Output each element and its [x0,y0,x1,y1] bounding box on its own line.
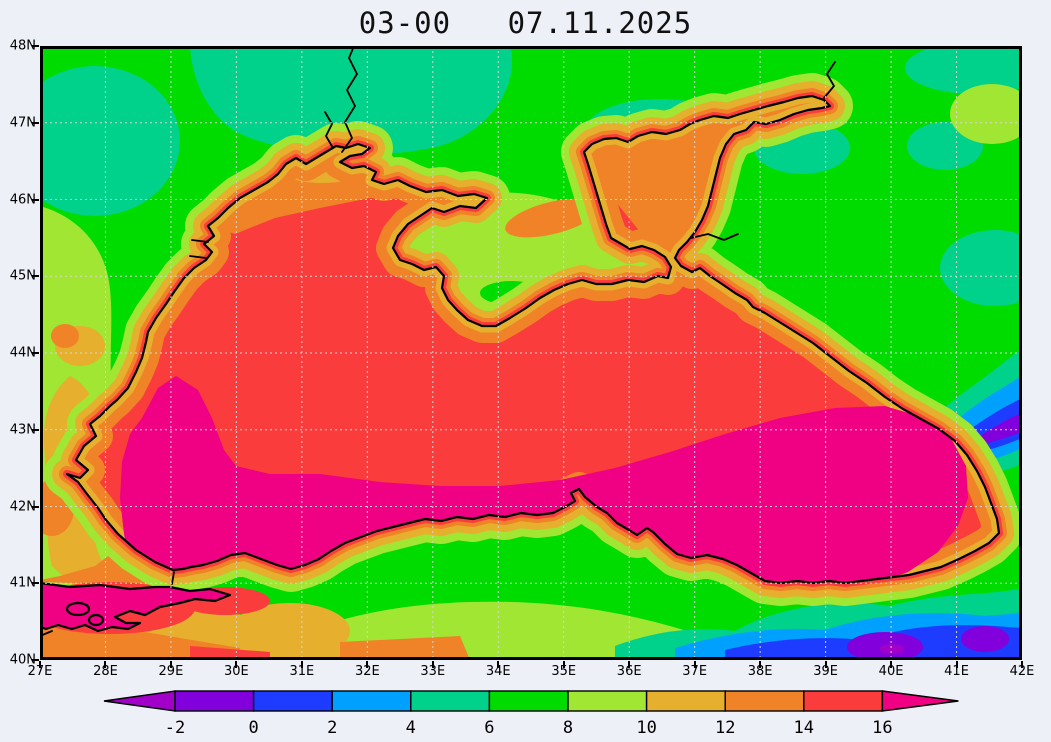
x-tick-mark [104,661,107,668]
colorbar-band [645,690,726,712]
x-tick-mark [169,661,172,668]
colorbar-under-arrow [103,690,176,712]
colorbar-band [410,690,491,712]
kuban-river [690,233,739,241]
bosporus-strait [171,571,175,585]
title-date: 07.11.2025 [507,6,693,40]
colorbar-label: 8 [563,718,573,738]
x-tick-label: 34E [485,664,511,679]
x-tick-mark [1021,661,1023,668]
colorbar-band [174,690,255,712]
sea-hot-core [120,376,968,583]
colorbar-label: 6 [484,718,494,738]
y-tick-mark [32,198,39,201]
y-tick-mark [32,352,39,354]
colorbar-label: 16 [872,718,892,738]
x-tick-label: 27E [27,664,53,679]
y-tick-mark [32,121,39,124]
y-tick-mark [32,275,39,278]
marmara-island-small [87,613,105,627]
plot-frame-border [40,46,1022,660]
x-tick-mark [955,661,958,668]
y-tick-mark [32,428,39,431]
colorbar-label: 2 [327,718,337,738]
colorbar-band [724,690,805,712]
marmara-island [65,601,91,617]
x-tick-label: 41E [944,664,969,679]
colorbar-band [488,690,569,712]
don-river [823,61,836,99]
y-tick-mark [32,505,39,508]
y-tick-label: 41N [9,575,36,591]
x-tick-mark [300,661,303,668]
colorbar-band [803,690,884,712]
x-tick-mark [562,661,565,668]
x-tick-mark [890,661,893,668]
x-tick-label: 28E [93,664,118,679]
plot-title: 03-00 07.11.2025 [0,6,1051,40]
black-sea-temperature-map [10,42,1050,670]
x-tick-mark [39,661,41,668]
y-tick-label: 44N [9,345,36,361]
colorbar-band [252,690,333,712]
x-tick-label: 38E [747,664,773,679]
x-tick-mark [824,661,827,668]
x-tick-label: 33E [420,664,446,679]
y-tick-label: 48N [9,38,36,54]
y-tick-label: 45N [9,268,36,284]
y-tick-mark [32,659,39,661]
x-tick-mark [693,661,696,668]
x-tick-mark [366,661,369,668]
anatolia-cold-region [615,588,1022,662]
x-tick-label: 39E [813,664,838,679]
x-tick-label: 35E [551,664,577,679]
colorbar-over-arrow [881,690,959,712]
x-tick-mark [431,661,434,668]
colorbar-label: 0 [248,718,258,738]
colorbar-label: 4 [406,718,416,738]
colorbar-label: 14 [794,718,814,738]
x-tick-label: 37E [682,664,708,679]
y-tick-label: 42N [9,499,36,514]
title-time: 03-00 [358,6,452,40]
bug-river [324,111,334,149]
colorbar-label: -2 [165,718,185,738]
x-tick-label: 30E [224,664,249,679]
colorbar-band [331,690,412,712]
rivers [39,45,836,637]
x-tick-mark [497,661,500,668]
x-tick-label: 32E [354,664,380,679]
x-tick-label: 31E [289,664,315,679]
x-tick-label: 36E [616,664,642,679]
y-tick-label: 47N [9,115,36,131]
gridlines [40,46,1022,660]
colorbar-label: 12 [715,718,735,738]
x-tick-label: 42E [1009,664,1035,679]
x-tick-label: 40E [878,664,904,679]
y-tick-label: 40N [9,652,36,668]
colorbar-label: 10 [636,718,656,738]
x-tick-mark [235,661,238,668]
x-tick-label: 29E [158,664,184,679]
x-tick-mark [628,661,631,668]
y-tick-label: 46N [9,192,36,207]
y-tick-mark [32,45,39,47]
x-tick-mark [759,661,762,668]
y-tick-mark [32,582,39,585]
colorbar-band [567,690,648,712]
dnieper-river [341,45,358,153]
temperature-colorbar: -2 0 2 4 6 8 10 12 14 16 [103,690,959,738]
y-tick-label: 43N [9,422,36,438]
map-plot-area [10,42,1050,670]
